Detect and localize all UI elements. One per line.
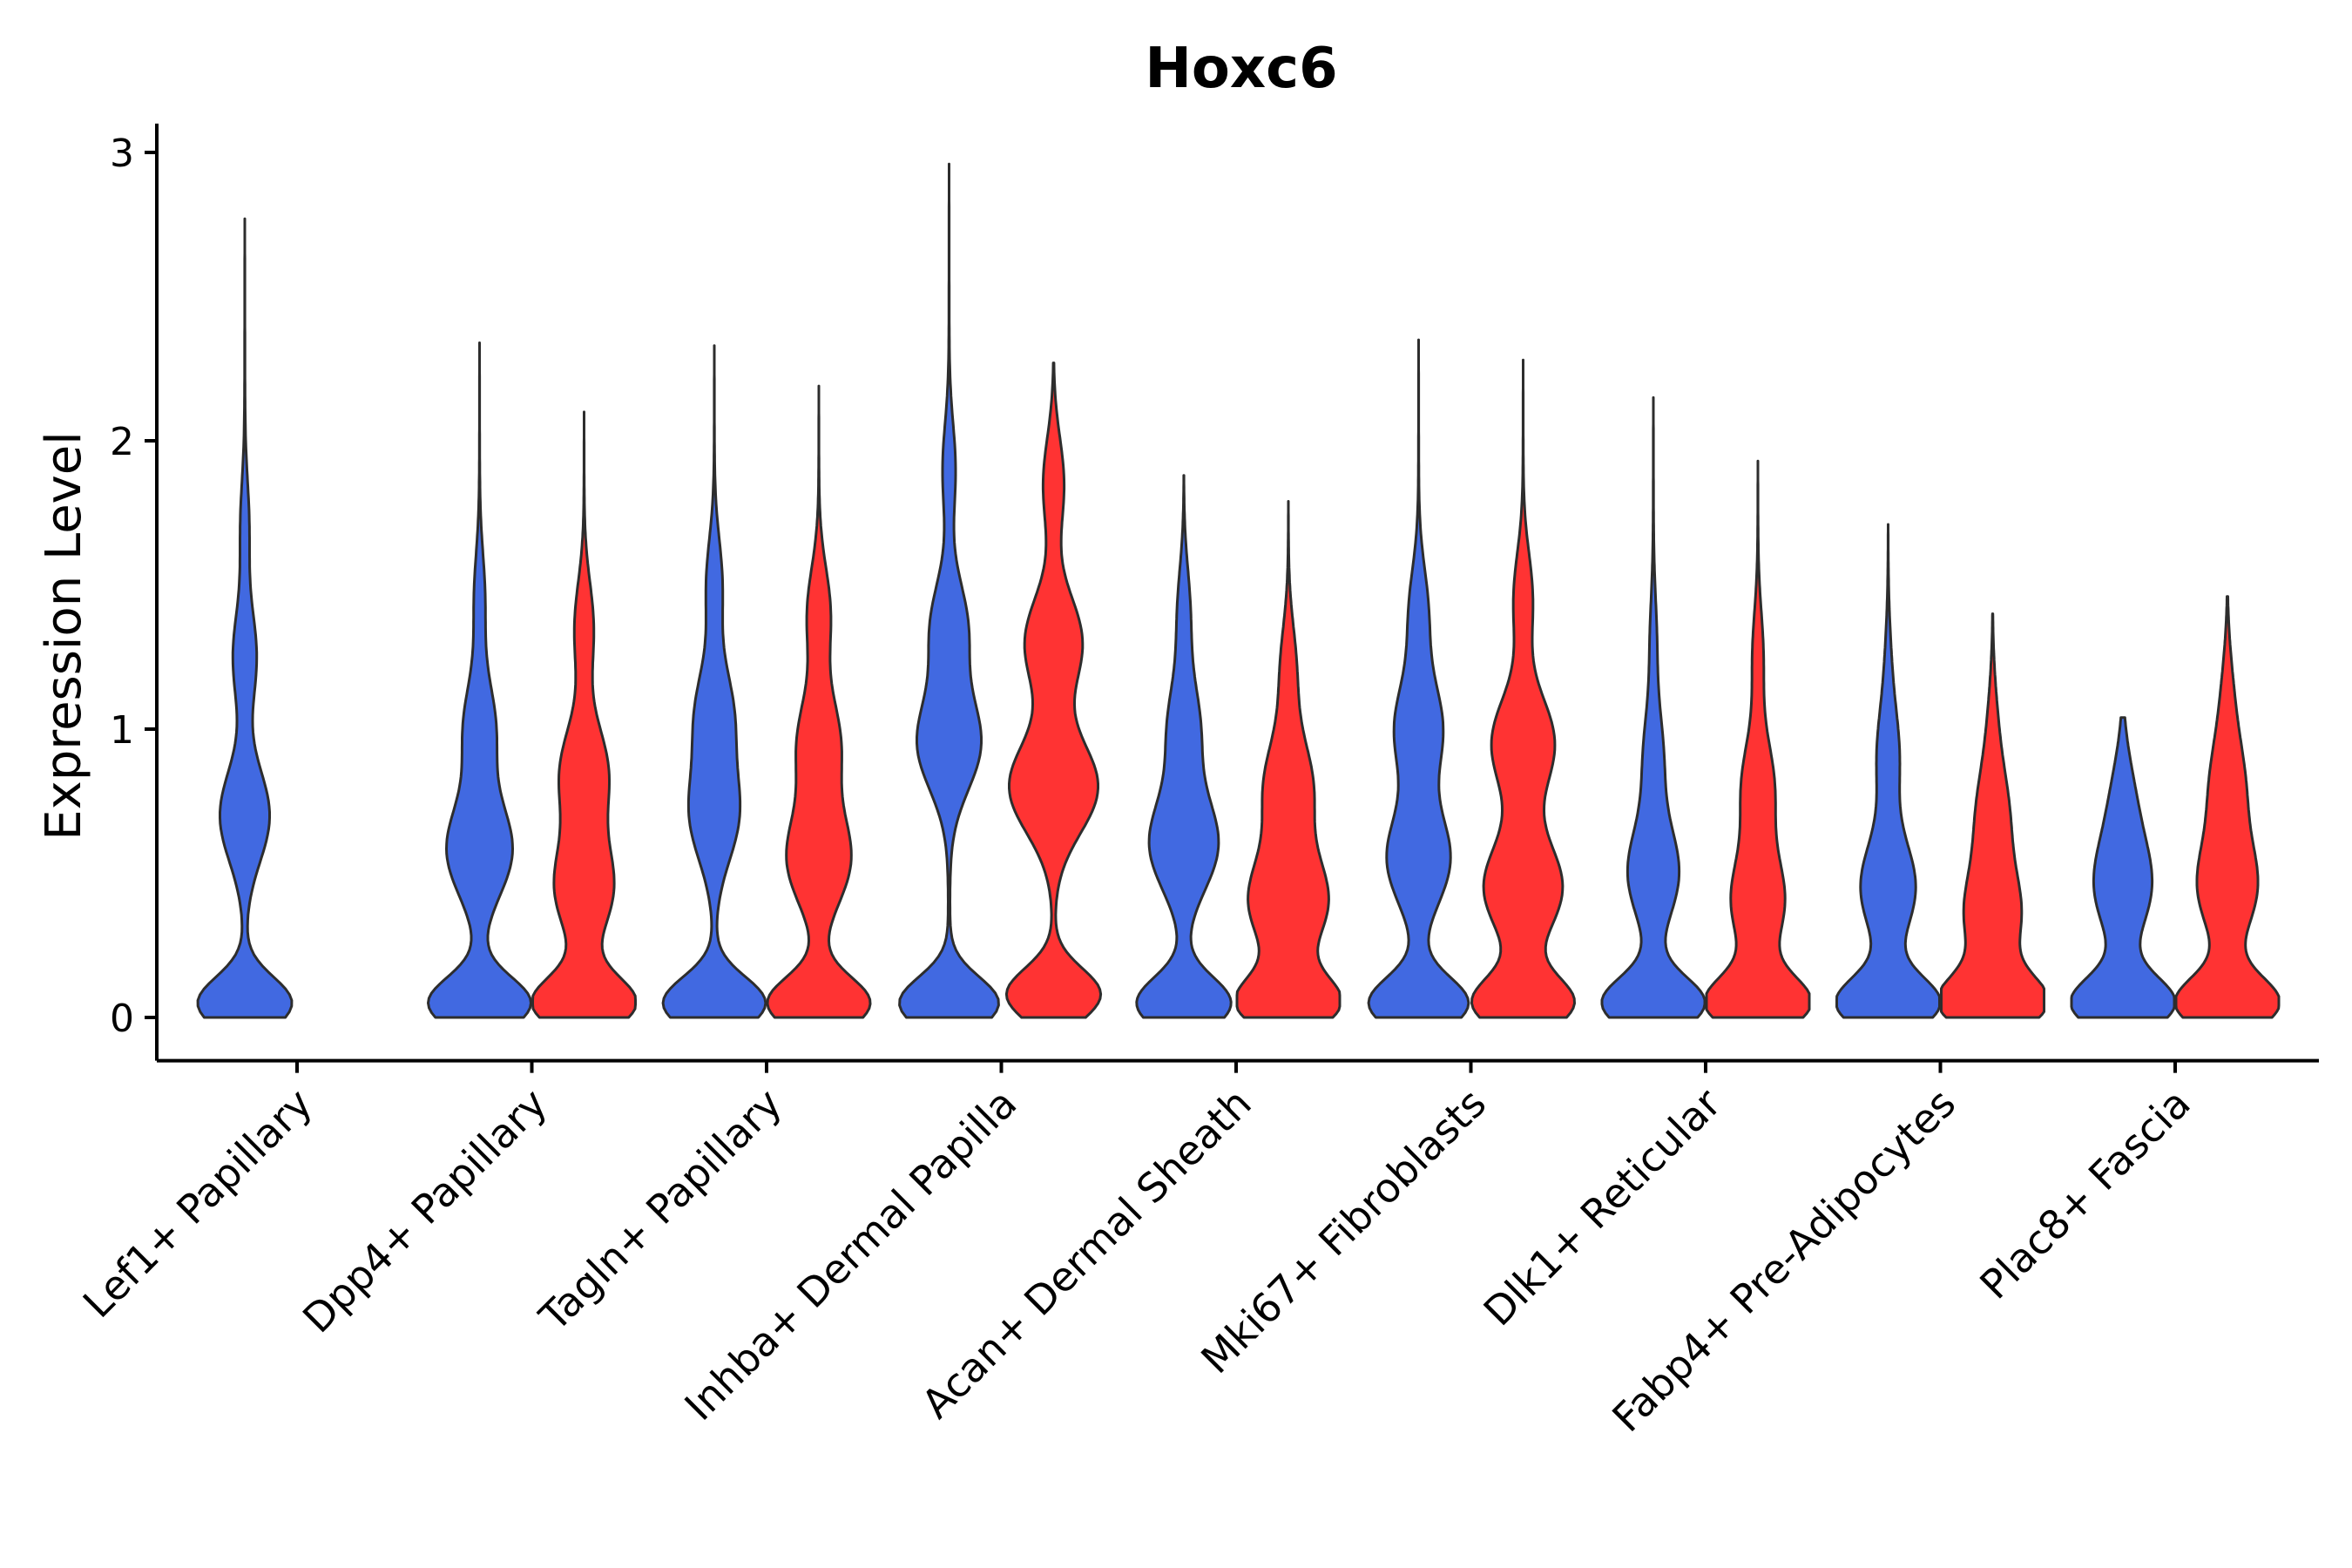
violin-inhba-dermal-papilla-red (1004, 362, 1103, 1019)
violin-inhba-dermal-papilla-blue (898, 162, 1000, 1019)
violin-lef1-papillary-blue (196, 217, 294, 1019)
violins-layer (196, 162, 2281, 1019)
violin-acan-dermal-sheath-red (1235, 500, 1342, 1019)
x-tick-label-lef1-papillary: Lef1+ Papillary (74, 1079, 321, 1327)
violin-fabp4-pre-adipocytes-red (1940, 612, 2045, 1019)
chart-title: Hoxc6 (1145, 37, 1337, 101)
x-tick-label-dpp4-papillary: Dpp4+ Papillary (294, 1079, 556, 1342)
violin-plac8-fascia-blue (2070, 716, 2176, 1019)
violin-mki67-fibroblasts-blue (1367, 338, 1470, 1019)
violin-tagln-papillary-red (766, 384, 872, 1019)
y-tick-label-3: 3 (110, 132, 134, 176)
violin-plac8-fascia-red (2174, 595, 2281, 1019)
y-axis-label: Expression Level (36, 431, 92, 841)
violin-mki67-fibroblasts-red (1470, 358, 1576, 1019)
y-tick-label-0: 0 (110, 997, 134, 1041)
violin-dlk1-reticular-red (1705, 459, 1811, 1019)
x-tick-label-dlk1-reticular: Dlk1+ Reticular (1475, 1079, 1730, 1335)
violin-fabp4-pre-adipocytes-blue (1835, 523, 1941, 1019)
violin-dpp4-papillary-red (531, 410, 637, 1019)
violin-tagln-papillary-blue (661, 344, 767, 1019)
y-tick-label-1: 1 (110, 708, 134, 753)
violin-acan-dermal-sheath-blue (1135, 474, 1233, 1019)
violin-dpp4-papillary-blue (427, 341, 532, 1019)
x-tick-label-plac8-fascia: Plac8+ Fascia (1970, 1079, 2199, 1308)
x-tick-label-tagln-papillary: Tagln+ Papillary (530, 1079, 791, 1341)
violin-dlk1-reticular-blue (1600, 395, 1707, 1019)
y-tick-label-2: 2 (110, 420, 134, 464)
